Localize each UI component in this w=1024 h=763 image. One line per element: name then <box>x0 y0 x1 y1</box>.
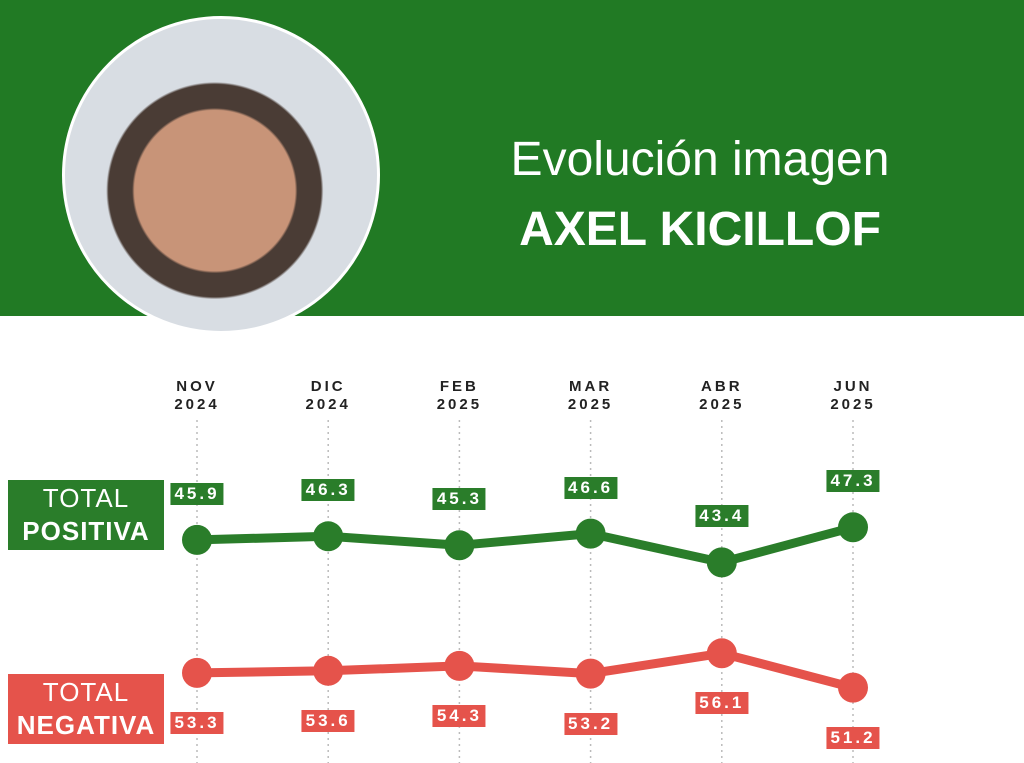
portrait-photo <box>62 16 380 334</box>
data-point <box>838 672 868 703</box>
data-point <box>444 650 475 681</box>
data-label: 54.3 <box>432 704 486 727</box>
data-point <box>575 518 606 549</box>
header-name: AXEL KICILLOF <box>519 203 881 256</box>
x-tick-label: NOV 2024 <box>174 378 220 413</box>
series-line <box>192 648 858 693</box>
series-line <box>192 522 858 567</box>
data-label: 47.3 <box>826 470 880 493</box>
x-tick-label: MAR 2025 <box>567 378 614 413</box>
data-point <box>182 524 212 555</box>
data-label: 53.6 <box>301 709 355 732</box>
data-label: 46.6 <box>564 476 618 499</box>
x-tick-label: FEB 2025 <box>436 378 483 413</box>
x-tick-label: ABR 2025 <box>699 378 745 413</box>
data-point <box>706 547 737 578</box>
data-point <box>575 658 606 689</box>
header-title: Evolución imagen <box>510 133 890 186</box>
data-label: 56.1 <box>695 692 749 715</box>
data-point <box>444 530 475 561</box>
legend-entry: TOTAL POSITIVA <box>8 480 164 550</box>
data-label: 53.3 <box>170 711 224 734</box>
data-point <box>182 657 212 688</box>
data-point <box>706 638 737 669</box>
data-point <box>313 655 344 686</box>
data-label: 45.3 <box>432 488 486 511</box>
data-label: 51.2 <box>826 726 880 749</box>
data-label: 46.3 <box>301 479 355 502</box>
data-point <box>838 512 868 543</box>
header: Evolución imagen AXEL KICILLOF <box>0 0 1024 334</box>
data-point <box>313 521 344 552</box>
x-tick-label: JUN 2025 <box>830 378 876 413</box>
legend-entry: TOTAL NEGATIVA <box>8 674 164 744</box>
data-label: 43.4 <box>695 505 749 528</box>
data-label: 53.2 <box>564 712 618 735</box>
x-tick-label: DIC 2024 <box>305 378 351 413</box>
data-label: 45.9 <box>170 482 224 505</box>
